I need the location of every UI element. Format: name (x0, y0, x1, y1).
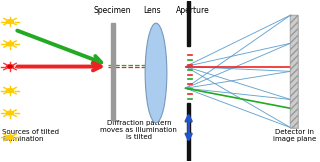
Bar (187, 1, 190, 46)
Text: Specimen: Specimen (94, 6, 131, 15)
Text: Detector in
image plane: Detector in image plane (273, 129, 316, 142)
Bar (110, 23, 115, 120)
Text: Diffraction pattern
moves as illumination
is tilted: Diffraction pattern moves as illuminatio… (100, 120, 177, 139)
Ellipse shape (145, 23, 167, 123)
Bar (187, 104, 190, 161)
Text: Sources of tilted
illumination: Sources of tilted illumination (2, 129, 59, 142)
Circle shape (6, 111, 14, 115)
Circle shape (6, 65, 14, 68)
Circle shape (8, 65, 12, 68)
Text: Aperture: Aperture (176, 6, 210, 15)
Circle shape (6, 20, 14, 23)
Bar (290, 15, 298, 128)
Bar (290, 15, 298, 128)
Circle shape (6, 42, 14, 46)
Circle shape (6, 89, 14, 93)
Text: Lens: Lens (143, 6, 161, 15)
Circle shape (6, 135, 14, 139)
